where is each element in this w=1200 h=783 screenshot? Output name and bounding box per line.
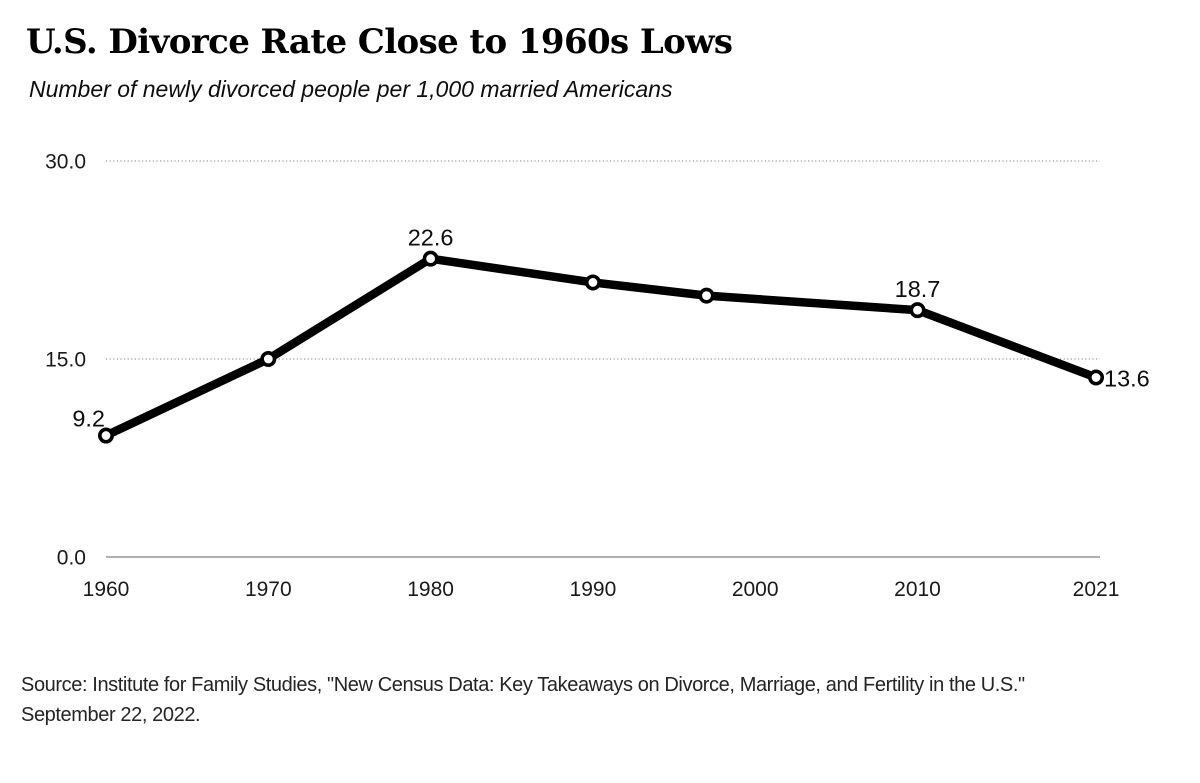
data-point-marker <box>260 350 277 367</box>
data-point-label: 13.6 <box>1104 365 1150 391</box>
source-note: Source: Institute for Family Studies, "N… <box>21 670 1025 730</box>
y-tick-label: 0.0 <box>57 547 86 570</box>
y-tick-label: 30.0 <box>45 151 86 174</box>
chart-title: U.S. Divorce Rate Close to 1960s Lows <box>26 22 733 62</box>
x-tick-label: 2021 <box>1073 578 1120 601</box>
data-point-marker <box>1088 369 1105 386</box>
series-line <box>101 254 1101 440</box>
data-point-label: 18.7 <box>895 276 941 302</box>
x-tick-label: 2010 <box>894 578 941 601</box>
chart-subtitle: Number of newly divorced people per 1,00… <box>29 76 673 102</box>
source-line-2: September 22, 2022. <box>21 704 201 726</box>
x-tick-label: 1960 <box>83 578 130 601</box>
data-point-label: 9.2 <box>72 406 105 432</box>
data-point-marker <box>698 287 715 304</box>
data-point-marker <box>909 302 926 319</box>
x-tick-label: 1970 <box>245 578 292 601</box>
x-tick-label: 2000 <box>732 578 779 601</box>
x-tick-label: 1980 <box>407 578 454 601</box>
data-point-marker <box>422 250 439 267</box>
data-point-label: 22.6 <box>408 225 454 251</box>
y-tick-label: 15.0 <box>45 349 86 372</box>
data-point-marker <box>98 427 115 444</box>
x-tick-label: 1990 <box>570 578 617 601</box>
source-line-1: Source: Institute for Family Studies, "N… <box>21 674 1025 696</box>
data-point-marker <box>584 274 601 291</box>
